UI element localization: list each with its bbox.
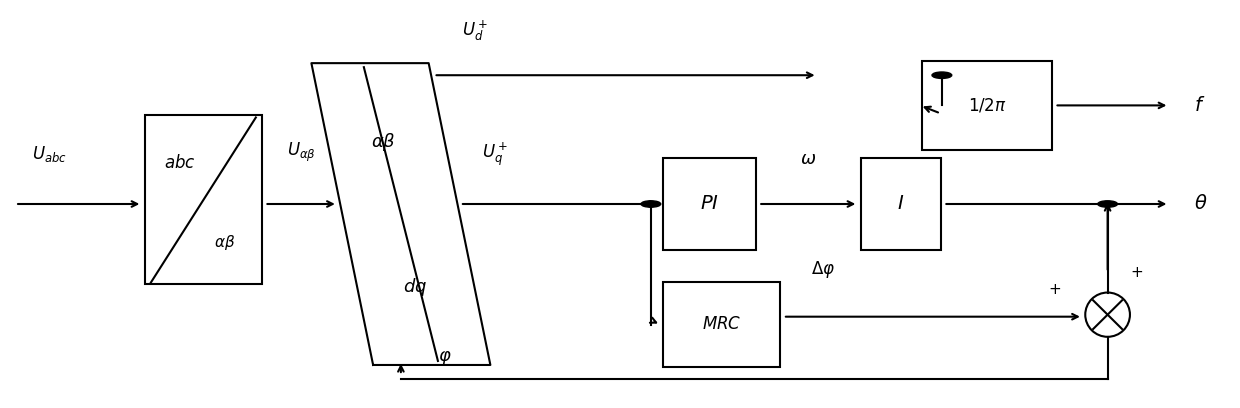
- Text: $\omega$: $\omega$: [800, 150, 816, 168]
- Text: $\alpha\beta$: $\alpha\beta$: [213, 233, 236, 252]
- Text: $abc$: $abc$: [164, 154, 196, 172]
- Text: $\theta$: $\theta$: [1194, 195, 1208, 213]
- FancyBboxPatch shape: [923, 61, 1052, 150]
- Text: $I$: $I$: [898, 195, 904, 213]
- FancyBboxPatch shape: [861, 158, 941, 250]
- FancyBboxPatch shape: [145, 115, 262, 284]
- Text: $PI$: $PI$: [701, 195, 719, 213]
- Text: $U_d^+$: $U_d^+$: [463, 19, 489, 43]
- Text: $+$: $+$: [1048, 283, 1061, 297]
- Text: $dq$: $dq$: [403, 275, 427, 297]
- FancyBboxPatch shape: [663, 282, 780, 367]
- Polygon shape: [311, 63, 490, 365]
- Text: $+$: $+$: [1130, 266, 1143, 280]
- Circle shape: [1097, 201, 1117, 207]
- Text: $\Delta\varphi$: $\Delta\varphi$: [811, 259, 836, 280]
- Text: $1/2\pi$: $1/2\pi$: [968, 96, 1007, 114]
- FancyBboxPatch shape: [663, 158, 756, 250]
- Text: $\alpha\beta$: $\alpha\beta$: [371, 131, 396, 153]
- Text: $U_{abc}$: $U_{abc}$: [32, 144, 67, 164]
- Text: $U_{\alpha\beta}$: $U_{\alpha\beta}$: [286, 140, 315, 164]
- Text: $\varphi$: $\varphi$: [438, 349, 451, 367]
- Circle shape: [641, 201, 661, 207]
- Text: $f$: $f$: [1194, 96, 1205, 115]
- Text: $MRC$: $MRC$: [702, 316, 742, 333]
- Circle shape: [932, 72, 952, 78]
- Text: $U_q^+$: $U_q^+$: [482, 140, 508, 168]
